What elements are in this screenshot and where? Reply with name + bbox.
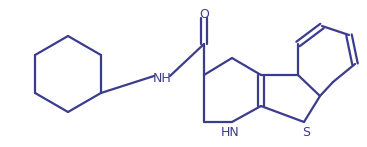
Text: O: O	[199, 7, 209, 20]
Text: S: S	[302, 126, 310, 138]
Text: HN: HN	[221, 126, 239, 138]
Text: NH: NH	[153, 71, 171, 85]
